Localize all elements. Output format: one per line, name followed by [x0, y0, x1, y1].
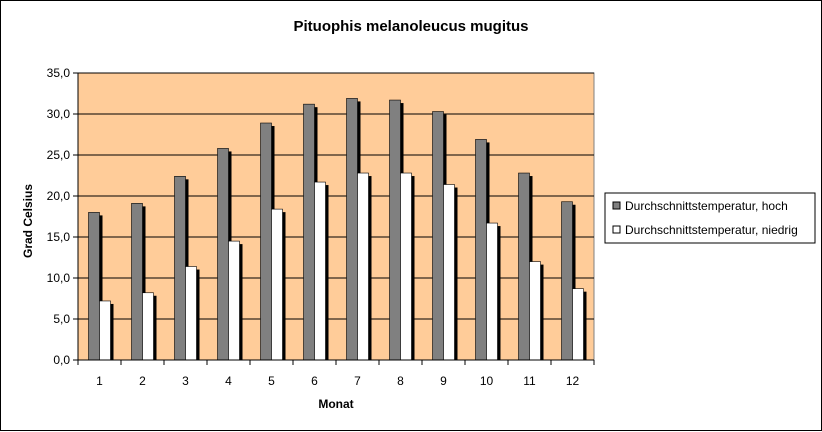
x-tick-label: 6 [311, 374, 318, 388]
bar-high [131, 203, 143, 361]
y-axis-title: Grad Celsius [21, 184, 35, 258]
bar-high [260, 122, 272, 361]
bar-high [88, 212, 100, 361]
bar-low [357, 172, 369, 361]
bar-low [314, 181, 326, 361]
bar-low [443, 184, 455, 361]
x-tick-label: 12 [566, 374, 580, 388]
bar-low [572, 288, 584, 361]
bar-low [185, 266, 197, 361]
x-tick-label: 7 [354, 374, 361, 388]
bar-low [142, 292, 154, 361]
chart-title: Pituophis melanoleucus mugitus [293, 18, 528, 35]
x-tick-label: 2 [139, 374, 146, 388]
x-axis-title: Monat [318, 397, 353, 411]
legend-label-low: Durchschnittstemperatur, niedrig [625, 223, 798, 237]
bar-low [529, 261, 541, 361]
y-tick-label: 35,0 [47, 66, 71, 80]
gridlines [73, 72, 594, 361]
bar-high [475, 139, 487, 361]
legend-swatch-low [612, 225, 621, 234]
legend: Durchschnittstemperatur, hoch Durchschni… [604, 192, 816, 244]
y-tick-label: 10,0 [47, 271, 71, 285]
x-tick-label: 4 [225, 374, 232, 388]
bar-high [432, 111, 444, 361]
bar-high [561, 201, 573, 361]
plot-background [77, 72, 595, 361]
y-tick-label: 5,0 [53, 312, 70, 326]
bar-low [400, 172, 412, 361]
legend-swatch-high [612, 201, 621, 210]
y-tick-labels: 0,0 5,0 10,0 15,0 20,0 25,0 30,0 35,0 [47, 66, 71, 367]
x-tick-label: 9 [440, 374, 447, 388]
y-tick-label: 20,0 [47, 189, 71, 203]
x-tick-label: 11 [523, 374, 536, 388]
plot-area [77, 72, 595, 361]
axes [77, 73, 595, 365]
bars [88, 98, 587, 361]
x-tick-label: 1 [96, 374, 103, 388]
y-tick-label: 15,0 [47, 230, 71, 244]
bar-low [486, 222, 498, 361]
y-tick-label: 25,0 [47, 148, 71, 162]
bar-high [174, 176, 186, 361]
bar-low [271, 208, 283, 361]
legend-label-high: Durchschnittstemperatur, hoch [625, 199, 788, 213]
y-tick-label: 30,0 [47, 107, 71, 121]
bar-high [217, 148, 229, 361]
bar-low [99, 300, 111, 361]
x-tick-labels: 1 2 3 4 5 6 7 8 9 10 11 12 [96, 374, 579, 388]
x-tick-label: 8 [397, 374, 404, 388]
x-tick-label: 10 [480, 374, 494, 388]
bar-high [389, 99, 401, 361]
y-tick-label: 0,0 [53, 353, 70, 367]
x-tick-label: 3 [182, 374, 189, 388]
legend-box [604, 192, 816, 244]
x-tick-label: 5 [268, 374, 275, 388]
bar-high [346, 98, 358, 361]
bar-high [303, 103, 315, 361]
bar-high [518, 172, 530, 361]
bar-low [228, 240, 240, 361]
